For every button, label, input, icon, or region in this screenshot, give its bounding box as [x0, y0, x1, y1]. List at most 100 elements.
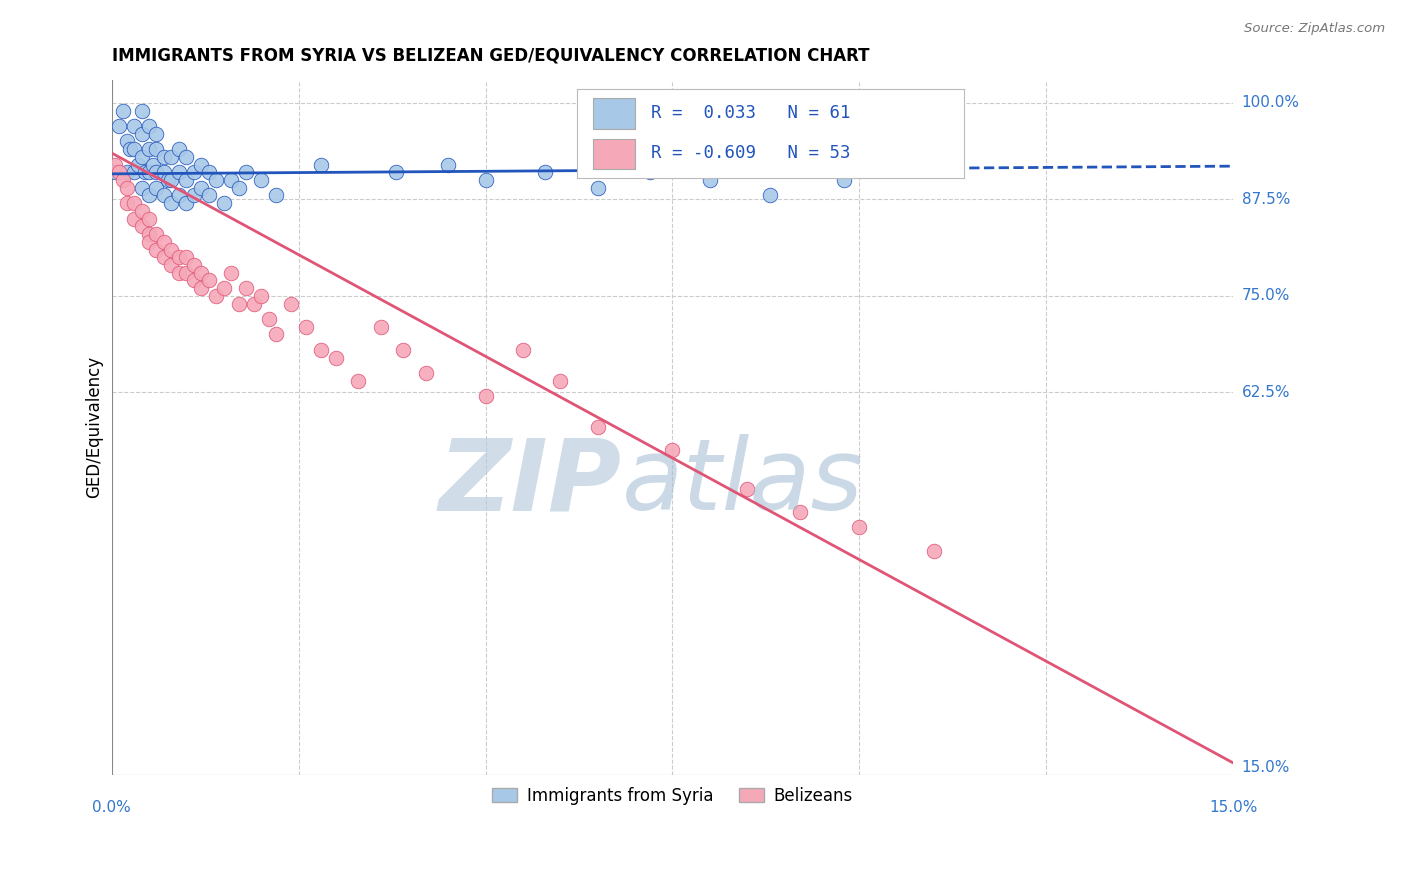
- Point: [138, 235, 160, 249]
- Point: [167, 165, 190, 179]
- Text: atlas: atlas: [621, 434, 863, 532]
- Point: [834, 173, 856, 187]
- Point: [160, 243, 183, 257]
- Point: [108, 119, 131, 133]
- Point: [183, 165, 205, 179]
- Point: [250, 173, 273, 187]
- Point: [735, 482, 758, 496]
- Point: [384, 165, 406, 179]
- Point: [167, 266, 190, 280]
- Point: [111, 173, 134, 187]
- Text: 0.0%: 0.0%: [93, 799, 131, 814]
- Point: [295, 319, 318, 334]
- Point: [183, 273, 205, 287]
- Point: [789, 505, 811, 519]
- Point: [474, 389, 496, 403]
- Point: [138, 119, 160, 133]
- Point: [167, 188, 190, 202]
- Point: [392, 343, 415, 357]
- Point: [309, 343, 332, 357]
- Point: [131, 219, 153, 234]
- Point: [922, 543, 945, 558]
- Legend: Immigrants from Syria, Belizeans: Immigrants from Syria, Belizeans: [485, 780, 859, 812]
- Point: [131, 180, 153, 194]
- Point: [134, 165, 156, 179]
- Point: [309, 158, 332, 172]
- Point: [548, 374, 571, 388]
- Point: [212, 196, 235, 211]
- Point: [160, 173, 183, 187]
- Point: [108, 165, 131, 179]
- Point: [586, 180, 609, 194]
- Point: [183, 188, 205, 202]
- Point: [219, 173, 242, 187]
- Point: [235, 165, 257, 179]
- Point: [190, 158, 212, 172]
- Point: [586, 420, 609, 434]
- Point: [153, 235, 176, 249]
- Point: [176, 250, 198, 264]
- Text: 75.0%: 75.0%: [1241, 288, 1289, 303]
- Point: [122, 165, 145, 179]
- Point: [198, 165, 221, 179]
- Point: [437, 158, 460, 172]
- Point: [145, 127, 167, 141]
- Point: [122, 142, 145, 156]
- Point: [131, 127, 153, 141]
- Point: [160, 150, 183, 164]
- Text: ZIP: ZIP: [439, 434, 621, 532]
- Point: [111, 103, 134, 118]
- Point: [153, 165, 176, 179]
- Point: [212, 281, 235, 295]
- Point: [228, 180, 250, 194]
- Point: [661, 443, 683, 458]
- Point: [142, 158, 165, 172]
- Point: [131, 103, 153, 118]
- Point: [115, 135, 138, 149]
- Point: [176, 150, 198, 164]
- Point: [145, 142, 167, 156]
- Point: [122, 119, 145, 133]
- Point: [415, 366, 437, 380]
- Point: [638, 165, 661, 179]
- Point: [160, 196, 183, 211]
- Point: [176, 266, 198, 280]
- Point: [145, 165, 167, 179]
- Point: [167, 142, 190, 156]
- Text: 87.5%: 87.5%: [1241, 192, 1289, 207]
- Point: [138, 142, 160, 156]
- Point: [370, 319, 392, 334]
- Text: 62.5%: 62.5%: [1241, 384, 1291, 400]
- Point: [145, 243, 167, 257]
- Text: Source: ZipAtlas.com: Source: ZipAtlas.com: [1244, 22, 1385, 36]
- Point: [104, 165, 127, 179]
- Point: [325, 351, 347, 365]
- Point: [153, 150, 176, 164]
- Point: [176, 196, 198, 211]
- Text: 15.0%: 15.0%: [1241, 760, 1289, 774]
- Point: [183, 258, 205, 272]
- Point: [145, 180, 167, 194]
- Point: [190, 266, 212, 280]
- Point: [153, 188, 176, 202]
- Point: [228, 296, 250, 310]
- Point: [205, 289, 228, 303]
- Point: [512, 343, 534, 357]
- Point: [115, 180, 138, 194]
- Point: [758, 188, 780, 202]
- Point: [156, 173, 179, 187]
- Point: [160, 258, 183, 272]
- Point: [190, 180, 212, 194]
- Point: [167, 250, 190, 264]
- Point: [145, 227, 167, 241]
- Point: [848, 520, 870, 534]
- Point: [280, 296, 302, 310]
- Point: [138, 188, 160, 202]
- Point: [131, 150, 153, 164]
- Point: [176, 173, 198, 187]
- Point: [205, 173, 228, 187]
- Y-axis label: GED/Equivalency: GED/Equivalency: [86, 356, 103, 498]
- Point: [138, 211, 160, 226]
- Point: [120, 142, 142, 156]
- Point: [122, 196, 145, 211]
